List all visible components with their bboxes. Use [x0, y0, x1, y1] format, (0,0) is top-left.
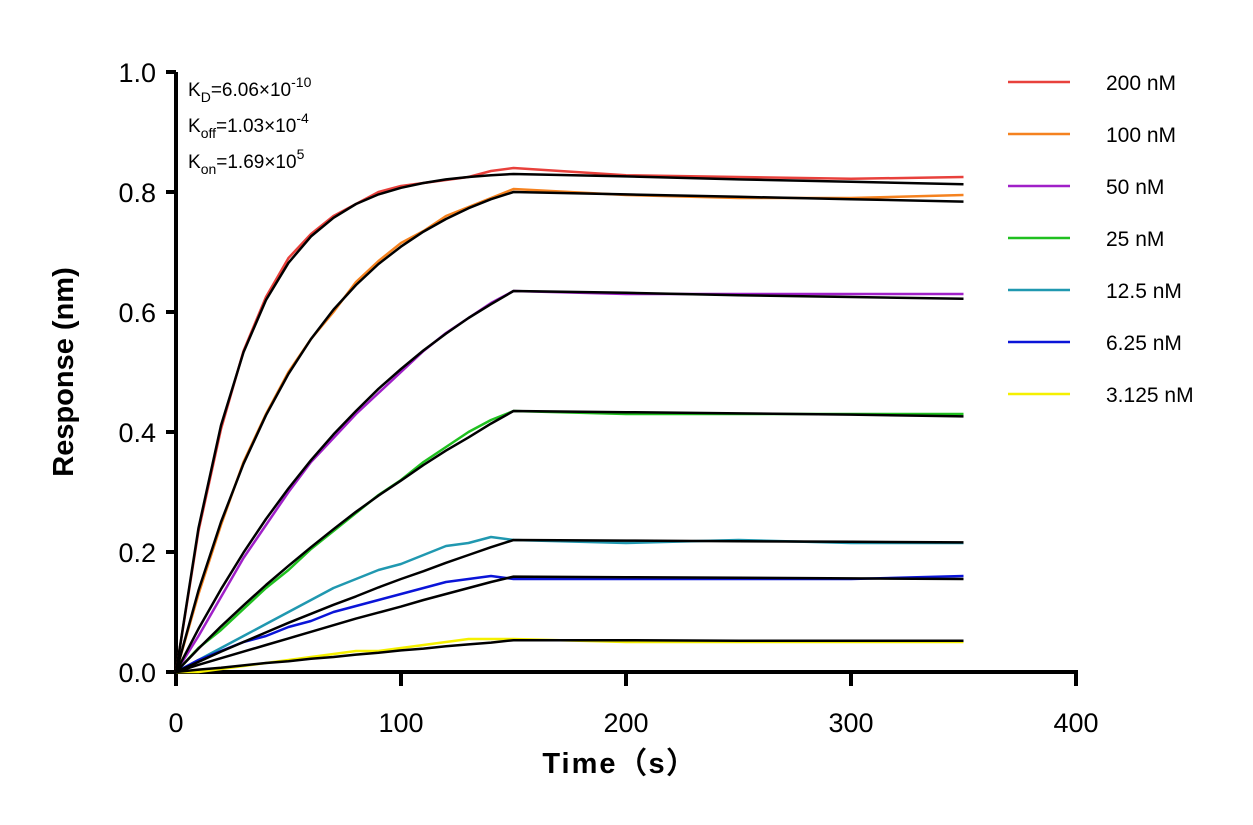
annotation-symbol: K — [188, 80, 201, 101]
y-axis-title: Response (nm) — [48, 267, 80, 476]
y-tick-label: 1.0 — [118, 58, 156, 88]
annotation: KD=6.06×10-10 — [188, 74, 312, 105]
annotation-text: =1.69×10 — [216, 152, 296, 173]
data-line — [174, 166, 964, 673]
annotation-text: =1.03×10 — [216, 116, 296, 137]
annotation: Kon=1.69×105 — [188, 146, 305, 177]
annotation-superscript: -4 — [296, 110, 309, 126]
fit-line — [175, 575, 964, 674]
annotation-subscript: D — [201, 89, 211, 105]
x-tick-label: 0 — [168, 708, 183, 738]
legend-label: 6.25 nM — [1106, 332, 1182, 355]
x-tick-label: 400 — [1053, 708, 1098, 738]
fit-line — [175, 409, 964, 673]
legend-label: 100 nM — [1106, 124, 1176, 147]
y-tick-label: 0.6 — [118, 298, 156, 328]
annotation-superscript: -10 — [291, 74, 311, 90]
annotation-superscript: 5 — [297, 146, 305, 162]
y-tick-label: 0.4 — [118, 418, 156, 448]
y-tick-label: 0.8 — [118, 178, 156, 208]
annotation: Koff=1.03×10-4 — [188, 110, 309, 141]
x-tick-label: 300 — [828, 708, 873, 738]
data-line — [175, 574, 964, 674]
fit-line — [174, 190, 964, 673]
annotation-subscript: off — [201, 125, 216, 141]
annotation-subscript: on — [201, 161, 217, 177]
annotation-text: =6.06×10 — [211, 80, 291, 101]
y-tick-label: 0.2 — [118, 538, 156, 568]
fit-line — [175, 638, 964, 674]
legend-label: 200 nM — [1106, 72, 1176, 95]
fit-line — [175, 538, 964, 674]
legend-label: 3.125 nM — [1106, 384, 1194, 407]
fit-line — [174, 289, 964, 673]
annotation-symbol: K — [188, 152, 201, 173]
data-line — [176, 637, 964, 674]
legend-label: 50 nM — [1106, 176, 1164, 199]
legend-label: 25 nM — [1106, 228, 1164, 251]
x-tick-label: 100 — [378, 708, 423, 738]
annotation-symbol: K — [188, 116, 201, 137]
legend-label: 12.5 nM — [1106, 280, 1182, 303]
y-tick-label: 0.0 — [118, 658, 156, 688]
data-line — [175, 535, 964, 674]
x-axis-title: Time（s） — [542, 747, 697, 780]
x-tick-label: 200 — [603, 708, 648, 738]
fit-line — [174, 172, 964, 673]
data-line — [174, 187, 964, 673]
